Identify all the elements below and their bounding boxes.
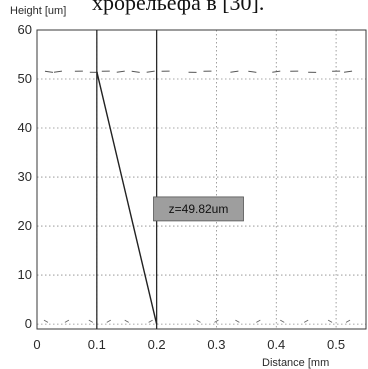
lower-trace-mark-6: [196, 319, 201, 323]
tick-labels: 0 0.1 0.2 0.3 0.4 0.5 0 10 20 30 40 50 60: [18, 22, 346, 352]
y-tick-label-2: 20: [18, 218, 32, 233]
upper-trace-mark-6: [131, 70, 140, 73]
height-difference-line-0: [96, 71, 158, 325]
grid: [36, 29, 366, 329]
lower-trace-mark-8: [235, 319, 240, 323]
page-caption: хрорельефа в [30].: [92, 0, 265, 15]
y-tick-label-1: 10: [18, 267, 32, 282]
upper-trace-mark-11: [230, 70, 239, 73]
x-tick-label-4: 0.4: [267, 337, 285, 352]
plot-border: [36, 29, 367, 330]
lower-trace-mark-7: [214, 319, 219, 323]
lower-trace-mark-12: [327, 319, 333, 323]
y-tick-label-5: 50: [18, 71, 32, 86]
upper-trace-mark-13: [272, 70, 281, 73]
cursor-lines: [96, 30, 158, 329]
y-tick-label-4: 40: [18, 120, 32, 135]
upper-trace-mark-17: [343, 70, 353, 73]
upper-trace-mark-0: [44, 70, 54, 73]
lower-trace-mark-4: [124, 319, 129, 323]
lower-trace-mark-0: [43, 319, 49, 323]
y-tick-label-3: 30: [18, 169, 32, 184]
y-tick-label-0: 0: [25, 316, 32, 331]
y-tick-label-6: 60: [18, 22, 32, 37]
lower-trace-mark-5: [148, 319, 153, 323]
annotation-text: z=49.82um: [169, 202, 229, 216]
series-lines: [96, 71, 158, 325]
lower-trace-mark-13: [345, 319, 351, 323]
plot-frame: [36, 29, 367, 330]
lower-trace-mark-11: [303, 319, 309, 323]
annotation: z=49.82um: [153, 196, 244, 222]
annotation-box: [153, 196, 244, 222]
lower-trace-mark-3: [106, 319, 111, 323]
x-tick-label-2: 0.2: [148, 337, 166, 352]
upper-trace-mark-12: [248, 70, 257, 73]
upper-trace-mark-5: [116, 70, 125, 73]
y-axis-label: Height [um]: [10, 5, 66, 17]
lower-trace-mark-1: [64, 319, 70, 323]
x-tick-label-5: 0.5: [327, 337, 345, 352]
x-tick-label-0: 0: [33, 337, 40, 352]
x-tick-label-3: 0.3: [207, 337, 225, 352]
x-tick-label-1: 0.1: [88, 337, 106, 352]
lower-trace-mark-10: [280, 319, 285, 323]
upper-trace-mark-1: [53, 70, 63, 73]
x-axis-label: Distance [mm: [262, 357, 329, 369]
upper-trace-mark-7: [146, 70, 155, 73]
lower-trace-mark-2: [88, 319, 94, 323]
lower-trace-mark-9: [256, 319, 261, 323]
